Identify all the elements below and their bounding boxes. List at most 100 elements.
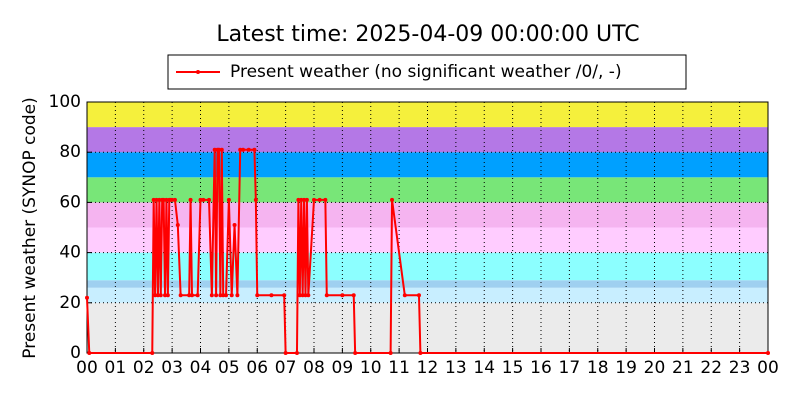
point xyxy=(294,351,299,355)
x-tick-label: 02 xyxy=(133,358,155,378)
point xyxy=(303,293,308,298)
point xyxy=(212,147,217,152)
x-tick-label: 01 xyxy=(105,358,127,378)
y-axis-label: Present weather (SYNOP code) xyxy=(20,97,40,358)
x-tick-label: 17 xyxy=(559,358,581,378)
point xyxy=(154,197,159,202)
legend-box xyxy=(167,54,687,90)
x-tick-label: 12 xyxy=(417,358,439,378)
point xyxy=(418,351,423,355)
point xyxy=(158,293,163,298)
band xyxy=(87,152,768,178)
point xyxy=(766,351,770,355)
point xyxy=(282,293,287,298)
point xyxy=(226,197,231,202)
point xyxy=(189,293,194,298)
point xyxy=(323,197,328,202)
point xyxy=(302,197,307,202)
point xyxy=(232,222,237,227)
x-tick-label: 20 xyxy=(644,358,666,378)
point xyxy=(324,293,329,298)
band xyxy=(87,302,768,353)
point xyxy=(216,147,221,152)
band xyxy=(87,280,768,288)
y-tick-label: 40 xyxy=(59,243,81,263)
x-tick-label: 21 xyxy=(672,358,694,378)
point xyxy=(312,197,316,202)
point xyxy=(165,293,170,298)
point xyxy=(201,197,206,202)
point xyxy=(87,351,92,355)
x-tick-label: 18 xyxy=(587,358,609,378)
point xyxy=(255,293,260,298)
x-tick-label: 14 xyxy=(473,358,495,378)
x-tick-label: 08 xyxy=(303,358,325,378)
point xyxy=(178,293,183,298)
point xyxy=(390,197,395,202)
point xyxy=(299,197,304,202)
point xyxy=(402,293,407,298)
x-tick-label: 19 xyxy=(615,358,637,378)
y-tick-label: 80 xyxy=(59,142,81,162)
legend-label: Present weather (no significant weather … xyxy=(230,62,622,82)
x-tick-label: 16 xyxy=(530,358,552,378)
point xyxy=(214,293,219,298)
point xyxy=(224,293,229,298)
x-tick-label: 11 xyxy=(388,358,410,378)
point xyxy=(269,293,274,298)
point xyxy=(297,293,302,298)
point xyxy=(241,147,246,152)
point xyxy=(300,293,305,298)
x-tick-label: 09 xyxy=(332,358,354,378)
point xyxy=(221,293,226,298)
y-tick-label: 20 xyxy=(59,293,81,313)
x-tick-label: 06 xyxy=(246,358,268,378)
point xyxy=(150,351,155,355)
point xyxy=(219,147,224,152)
point xyxy=(304,197,309,202)
point xyxy=(164,197,169,202)
point xyxy=(187,293,192,298)
point xyxy=(317,197,322,202)
point xyxy=(172,197,177,202)
y-tick-label: 60 xyxy=(59,192,81,212)
legend-marker xyxy=(196,70,200,74)
point xyxy=(157,197,162,202)
point xyxy=(161,197,166,202)
point xyxy=(351,293,356,298)
point xyxy=(218,293,223,298)
point xyxy=(340,293,345,298)
band xyxy=(87,127,768,153)
point xyxy=(252,147,257,152)
point xyxy=(155,293,160,298)
x-tick-label: 04 xyxy=(190,358,212,378)
point xyxy=(175,222,180,227)
point xyxy=(207,197,212,202)
y-tick-label: 100 xyxy=(49,92,81,112)
point xyxy=(238,147,243,152)
point xyxy=(209,293,214,298)
point xyxy=(283,351,288,355)
x-tick-label: 15 xyxy=(502,358,524,378)
point xyxy=(195,293,200,298)
x-tick-label: 00 xyxy=(76,358,98,378)
x-tick-label: 23 xyxy=(729,358,751,378)
point xyxy=(151,197,156,202)
point xyxy=(246,147,251,152)
point xyxy=(170,197,175,202)
point xyxy=(306,293,311,298)
point xyxy=(153,293,158,298)
x-tick-label: 00 xyxy=(757,358,779,378)
y-tick-label: 0 xyxy=(70,343,81,363)
point xyxy=(229,293,234,298)
x-tick-label: 13 xyxy=(445,358,467,378)
chart-title: Latest time: 2025-04-09 00:00:00 UTC xyxy=(216,22,639,47)
point xyxy=(388,351,393,355)
x-tick-label: 07 xyxy=(275,358,297,378)
point xyxy=(85,295,89,300)
x-tick-label: 10 xyxy=(360,358,382,378)
x-tick-label: 05 xyxy=(218,358,240,378)
point xyxy=(416,293,421,298)
point xyxy=(253,197,258,202)
